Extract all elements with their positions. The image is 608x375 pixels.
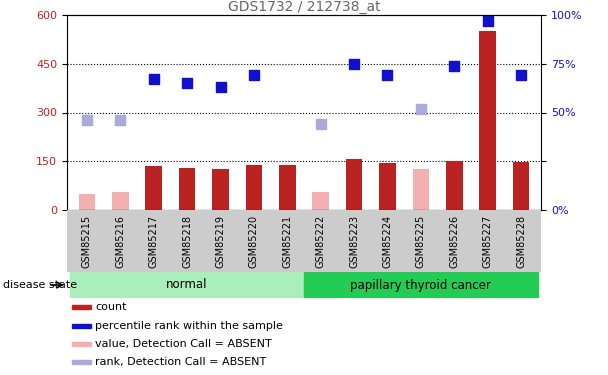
Bar (72, 324, 91, 327)
Point (216, 84, 226, 90)
Bar (379, 163, 396, 210)
Point (349, 61, 359, 67)
Point (416, 106, 426, 112)
Text: GSM85222: GSM85222 (316, 215, 326, 268)
Text: papillary thyroid cancer: papillary thyroid cancer (350, 279, 491, 291)
Bar (179, 168, 195, 210)
Bar (304, 272, 538, 298)
Bar (72, 360, 91, 364)
Bar (212, 170, 229, 210)
Bar (479, 31, 496, 210)
Point (316, 121, 325, 127)
Text: GSM85215: GSM85215 (82, 215, 92, 268)
Point (182, 80, 192, 86)
Bar (145, 166, 162, 210)
Bar (279, 188, 295, 210)
Point (249, 72, 259, 78)
Point (149, 76, 159, 82)
Text: normal: normal (167, 279, 208, 291)
Bar (513, 162, 530, 210)
Title: GDS1732 / 212738_at: GDS1732 / 212738_at (227, 0, 381, 14)
Text: GSM85220: GSM85220 (249, 215, 259, 268)
Text: GSM85225: GSM85225 (416, 215, 426, 268)
Text: GSM85228: GSM85228 (516, 215, 526, 268)
Bar (346, 159, 362, 210)
Text: count: count (95, 302, 127, 312)
Point (116, 117, 125, 123)
Point (483, 18, 492, 24)
Point (382, 72, 392, 78)
Text: rank, Detection Call = ABSENT: rank, Detection Call = ABSENT (95, 357, 266, 367)
Bar (72, 305, 91, 309)
Text: GSM85226: GSM85226 (449, 215, 459, 268)
Point (449, 63, 459, 69)
Bar (446, 160, 463, 210)
Text: GSM85224: GSM85224 (382, 215, 393, 268)
Bar (78, 194, 95, 210)
Text: disease state: disease state (3, 280, 77, 290)
Bar (112, 192, 129, 210)
Text: GSM85223: GSM85223 (349, 215, 359, 268)
Bar (246, 165, 262, 210)
Point (82, 117, 92, 123)
Text: GSM85219: GSM85219 (215, 215, 226, 268)
Bar (72, 342, 91, 346)
Text: percentile rank within the sample: percentile rank within the sample (95, 321, 283, 330)
Bar (313, 192, 329, 210)
Text: GSM85218: GSM85218 (182, 215, 192, 268)
Text: GSM85217: GSM85217 (149, 215, 159, 268)
Bar (70, 272, 304, 298)
Bar (413, 170, 429, 210)
Text: GSM85216: GSM85216 (116, 215, 125, 268)
Text: value, Detection Call = ABSENT: value, Detection Call = ABSENT (95, 339, 272, 349)
Text: GSM85227: GSM85227 (483, 215, 492, 268)
Text: GSM85221: GSM85221 (282, 215, 292, 268)
Point (516, 72, 526, 78)
Bar (279, 165, 295, 210)
